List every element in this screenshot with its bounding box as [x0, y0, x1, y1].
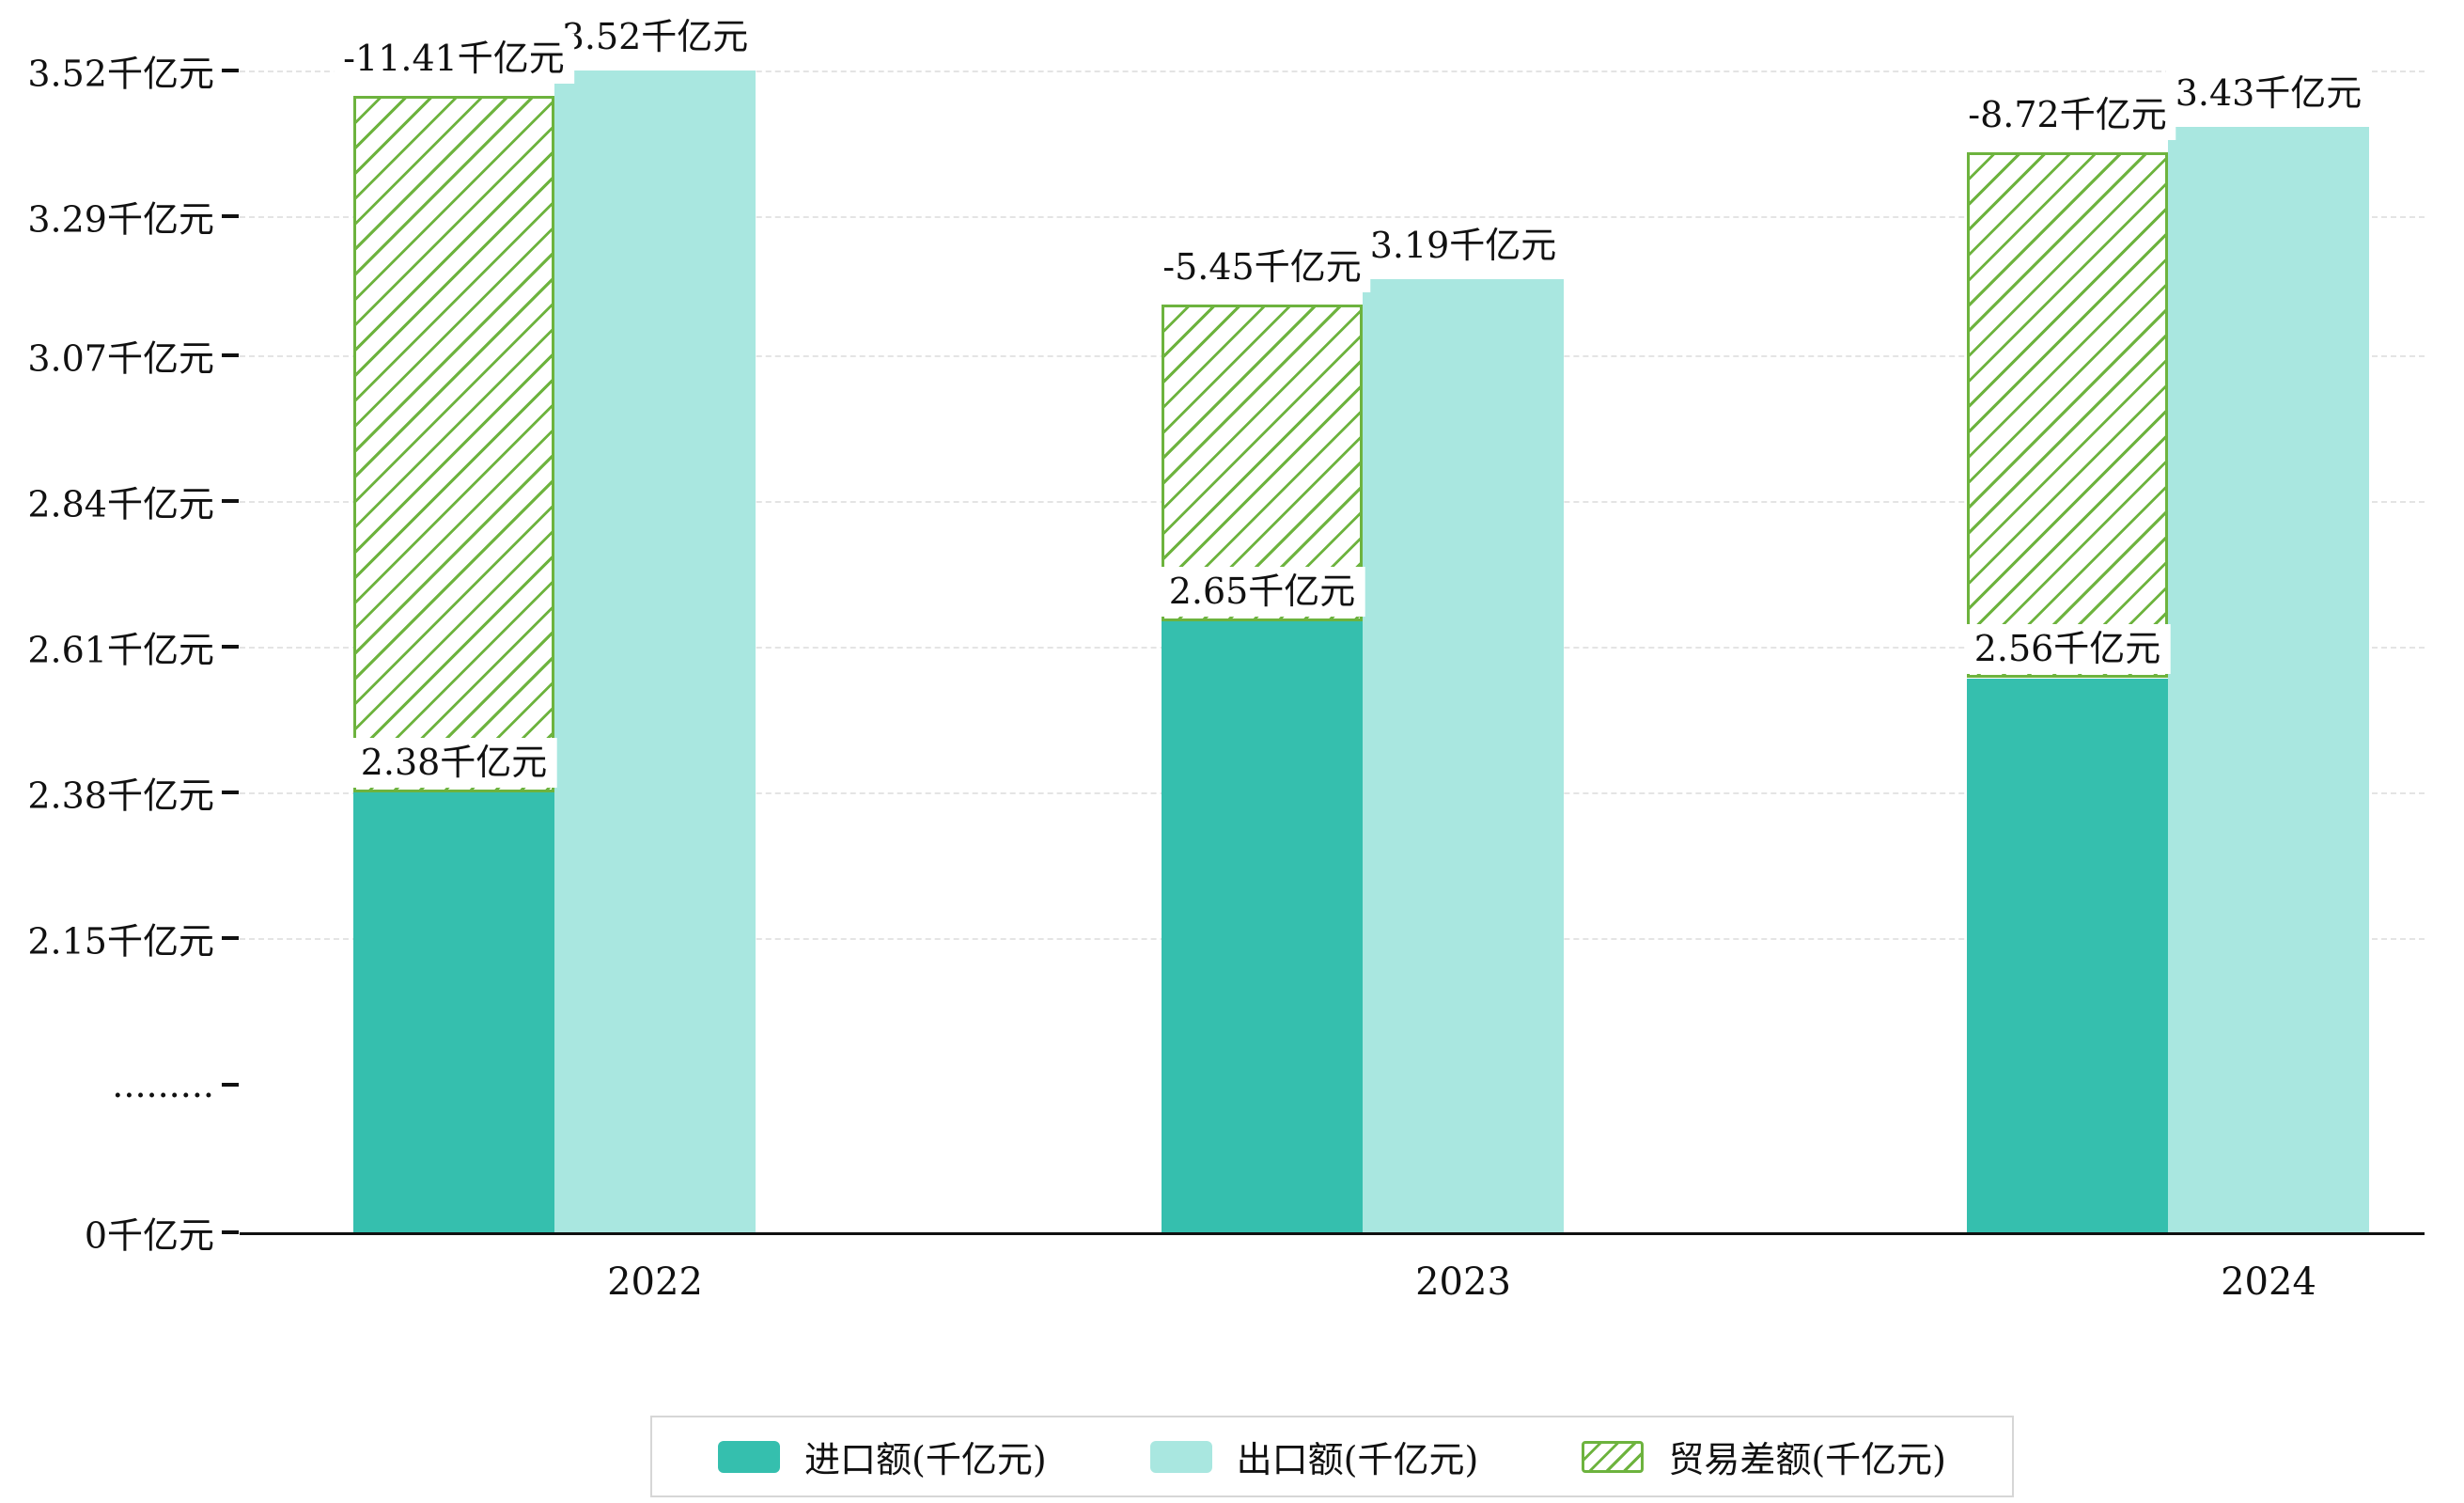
y-tick-label: 2.61千亿元 [27, 629, 214, 671]
y-tick-label: 3.52千亿元 [27, 53, 214, 95]
y-tick-mark [222, 1083, 239, 1087]
legend-swatch-trade [1582, 1440, 1645, 1473]
x-axis-label: 2024 [2221, 1260, 2316, 1304]
trade-balance-bar [353, 96, 554, 792]
gridline [240, 216, 2425, 218]
y-tick-label: ......... [112, 1064, 214, 1105]
x-axis-label: 2022 [607, 1260, 703, 1304]
gridline [240, 70, 2425, 72]
y-tick-mark [222, 936, 239, 940]
y-tick-label: 2.84千亿元 [27, 483, 214, 525]
trade-balance-value-label: -11.41千亿元 [334, 34, 574, 85]
legend-swatch-export [1149, 1440, 1212, 1473]
export-bar [554, 70, 756, 1232]
legend-item-export: 出口额(千亿元) [1149, 1431, 1479, 1482]
import-bar [1162, 621, 1363, 1232]
export-value-label: 3.43千亿元 [2165, 69, 2372, 119]
import-value-label: 2.38千亿元 [351, 738, 557, 789]
export-value-label: 3.19千亿元 [1360, 221, 1567, 272]
y-tick-mark [222, 791, 239, 794]
trade-balance-value-label: -8.72千亿元 [1958, 90, 2176, 141]
y-tick-mark [222, 214, 239, 218]
legend-label-import: 进口额(千亿元) [804, 1439, 1047, 1480]
y-tick-mark [222, 1230, 239, 1234]
axis-baseline [240, 1232, 2425, 1235]
y-tick-mark [222, 353, 239, 357]
legend-label-export: 出口额(千亿元) [1236, 1439, 1479, 1480]
y-tick-label: 3.29千亿元 [27, 198, 214, 241]
y-tick-mark [222, 499, 239, 503]
legend-box: 进口额(千亿元) 出口额(千亿元) 贸易差额(千亿元) [650, 1416, 2014, 1497]
y-tick-label: 0千亿元 [84, 1214, 214, 1257]
import-value-label: 2.56千亿元 [1964, 624, 2171, 675]
y-tick-label: 2.15千亿元 [27, 920, 214, 963]
legend-item-import: 进口额(千亿元) [718, 1431, 1047, 1482]
legend-label-trade-balance: 贸易差额(千亿元) [1668, 1439, 1946, 1480]
y-tick-mark [222, 645, 239, 649]
trade-balance-bar [1967, 152, 2168, 678]
import-bar [353, 792, 554, 1232]
export-bar [1363, 279, 1564, 1232]
trade-balance-value-label: -5.45千亿元 [1153, 243, 1371, 293]
y-tick-label: 2.38千亿元 [27, 775, 214, 817]
import-bar [1967, 679, 2168, 1232]
y-tick-label: 3.07千亿元 [27, 337, 214, 380]
export-bar [2168, 127, 2369, 1232]
legend: 进口额(千亿元) 出口额(千亿元) 贸易差额(千亿元) [240, 1416, 2425, 1497]
export-value-label: 3.52千亿元 [552, 12, 758, 63]
legend-item-trade-balance: 贸易差额(千亿元) [1582, 1431, 1946, 1482]
import-value-label: 2.65千亿元 [1159, 567, 1365, 618]
x-axis-label: 2023 [1415, 1260, 1511, 1304]
y-tick-mark [222, 69, 239, 72]
legend-swatch-import [718, 1440, 781, 1473]
